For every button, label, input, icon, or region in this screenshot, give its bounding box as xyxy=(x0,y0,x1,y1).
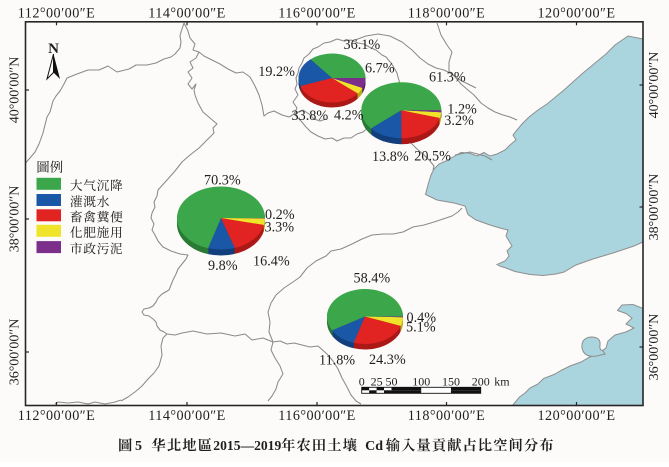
svg-text:1.2%: 1.2% xyxy=(447,102,477,118)
svg-text:6.7%: 6.7% xyxy=(365,61,395,77)
svg-text:38°00′00″N: 38°00′00″N xyxy=(647,174,662,241)
svg-text:9.8%: 9.8% xyxy=(208,258,238,274)
svg-text:2015—2019: 2015—2019 xyxy=(213,438,281,453)
svg-text:200: 200 xyxy=(472,374,490,388)
svg-text:70.3%: 70.3% xyxy=(204,173,241,189)
svg-text:61.3%: 61.3% xyxy=(429,70,466,86)
svg-text:118°00′00″E: 118°00′00″E xyxy=(408,408,485,424)
svg-text:16.4%: 16.4% xyxy=(253,254,290,270)
svg-text:116°00′00″E: 116°00′00″E xyxy=(278,6,355,22)
svg-text:19.2%: 19.2% xyxy=(258,64,295,80)
svg-text:112°00′00″E: 112°00′00″E xyxy=(18,408,95,424)
svg-text:58.4%: 58.4% xyxy=(354,270,391,286)
svg-text:24.3%: 24.3% xyxy=(369,352,406,368)
svg-text:0.4%: 0.4% xyxy=(407,310,437,326)
svg-text:11.8%: 11.8% xyxy=(319,353,355,369)
svg-text:20.5%: 20.5% xyxy=(414,149,451,165)
svg-text:25: 25 xyxy=(371,374,383,388)
svg-text:40°00′00″N: 40°00′00″N xyxy=(647,52,662,119)
svg-text:38°00′00″N: 38°00′00″N xyxy=(8,186,23,253)
svg-text:114°00′00″E: 114°00′00″E xyxy=(148,408,225,424)
svg-text:0.2%: 0.2% xyxy=(265,207,295,223)
svg-text:36°00′00″N: 36°00′00″N xyxy=(8,319,23,386)
svg-text:112°00′00″E: 112°00′00″E xyxy=(18,6,95,22)
svg-text:120°00′00″E: 120°00′00″E xyxy=(538,408,616,424)
svg-text:118°00′00″E: 118°00′00″E xyxy=(408,6,485,22)
svg-text:120°00′00″E: 120°00′00″E xyxy=(538,6,616,22)
svg-text:4.2%: 4.2% xyxy=(334,108,364,124)
svg-text:km: km xyxy=(494,374,510,388)
svg-text:40°00′00″N: 40°00′00″N xyxy=(8,57,23,124)
svg-text:3.3%: 3.3% xyxy=(265,220,295,236)
svg-text:116°00′00″E: 116°00′00″E xyxy=(278,408,355,424)
svg-text:13.8%: 13.8% xyxy=(372,149,409,165)
svg-text:100: 100 xyxy=(412,374,430,388)
svg-text:150: 150 xyxy=(442,374,460,388)
svg-text:Cd: Cd xyxy=(365,439,383,454)
svg-text:36°00′00″N: 36°00′00″N xyxy=(647,314,662,381)
svg-text:5.1%: 5.1% xyxy=(406,320,436,336)
svg-text:50: 50 xyxy=(385,374,397,388)
svg-text:3.2%: 3.2% xyxy=(444,113,474,129)
svg-text:114°00′00″E: 114°00′00″E xyxy=(148,6,225,22)
svg-text:36.1%: 36.1% xyxy=(344,37,381,53)
svg-text:33.8%: 33.8% xyxy=(292,108,329,124)
svg-text:0: 0 xyxy=(359,374,365,388)
svg-text:5: 5 xyxy=(135,439,142,454)
svg-text:N: N xyxy=(48,41,59,57)
